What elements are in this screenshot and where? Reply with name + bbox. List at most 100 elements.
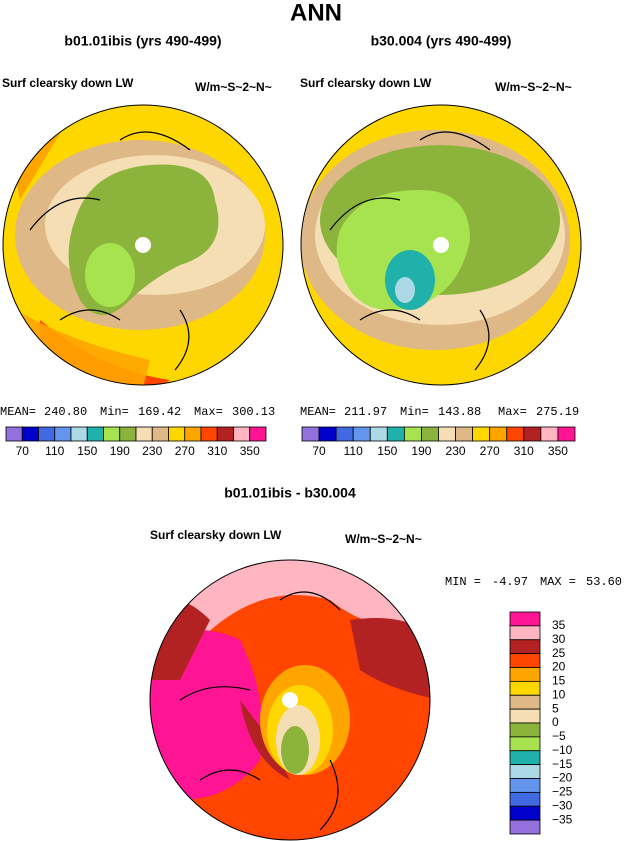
stat-value: 211.97 — [344, 405, 387, 419]
colorbar-box — [509, 764, 541, 779]
map-border — [2, 104, 284, 386]
colorbar-box — [352, 426, 371, 442]
colorbar-label: 110 — [344, 444, 363, 458]
colorbar-label: 350 — [548, 444, 568, 458]
colorbar-label: 230 — [142, 444, 162, 458]
colorbar-label: 110 — [45, 444, 64, 458]
colorbar-box — [216, 426, 234, 442]
variable-label: Surf clearsky down LW — [150, 528, 282, 542]
colorbar-box — [472, 426, 491, 442]
colorbar-box — [438, 426, 456, 442]
colorbar-box — [369, 426, 388, 442]
stat-label: Max= — [498, 405, 527, 419]
units-label: W/m~S~2~N~ — [345, 532, 422, 546]
colorbar-label: −5 — [552, 729, 566, 743]
pole — [135, 237, 151, 253]
colorbar-label: −10 — [552, 743, 573, 757]
colorbar-box — [509, 819, 541, 835]
colorbar-box — [509, 805, 541, 821]
stat-label: MEAN= — [300, 405, 336, 419]
stat-value: -4.97 — [492, 575, 528, 589]
colorbar-label: 0 — [552, 715, 559, 729]
colorbar: 70 110 150 190 230 270 310 350 — [5, 426, 267, 458]
stat-value: 300.13 — [232, 405, 275, 419]
stat-label: MAX = — [540, 575, 576, 589]
colorbar-box — [509, 680, 541, 696]
colorbar-label: 15 — [552, 674, 566, 688]
colorbar-box — [509, 750, 541, 766]
colorbar-box — [509, 694, 541, 710]
colorbar-box — [557, 426, 576, 442]
stat-value: 169.42 — [138, 405, 181, 419]
colorbar-label: 25 — [552, 646, 566, 660]
colorbar-box — [38, 426, 56, 442]
figure-title: ANN — [290, 0, 342, 26]
colorbar-box — [509, 639, 541, 655]
colorbar-box — [455, 426, 474, 442]
stat-value: 275.19 — [536, 405, 579, 419]
colorbar-label: 190 — [110, 444, 130, 458]
colorbar-label: 10 — [552, 687, 566, 701]
colorbar-label: 70 — [312, 444, 326, 458]
colorbar-box — [70, 426, 88, 442]
units-label: W/m~S~2~N~ — [495, 80, 572, 94]
pole — [282, 692, 298, 708]
colorbar-label: 20 — [552, 660, 566, 674]
variable-label: Surf clearsky down LW — [300, 76, 432, 90]
colorbar-box — [86, 426, 104, 442]
colorbar-box — [200, 426, 218, 442]
colorbar-label: −25 — [552, 785, 573, 799]
colorbar-label: −35 — [552, 812, 573, 826]
colorbar-box — [509, 736, 541, 752]
stat-label: Max= — [194, 405, 223, 419]
colorbar-box — [540, 426, 559, 442]
colorbar-box — [184, 426, 202, 442]
pole — [433, 237, 449, 253]
map — [150, 560, 430, 840]
colorbar-box — [249, 426, 267, 442]
stat-label: MIN = — [445, 575, 481, 589]
colorbar-box — [509, 778, 541, 793]
colorbar-box — [523, 426, 542, 442]
colorbar-box — [335, 426, 354, 442]
colorbar-label: −20 — [552, 771, 573, 785]
colorbar-label: 310 — [514, 444, 534, 458]
colorbar: 70 110 150 190 230 270 310 350 — [301, 426, 576, 458]
colorbar-label: 150 — [77, 444, 97, 458]
colorbar-box — [233, 426, 251, 442]
colorbar-label: −15 — [552, 757, 573, 771]
colorbar-box — [135, 426, 153, 442]
colorbar-box — [119, 426, 137, 442]
colorbar-box — [509, 653, 541, 668]
colorbar-box — [509, 611, 541, 627]
colorbar-box — [506, 426, 525, 442]
stat-label: MEAN= — [0, 405, 36, 419]
colorbar-box — [509, 625, 541, 641]
panel-title: b01.01ibis - b30.004 — [224, 485, 356, 501]
colorbar-box — [509, 791, 541, 807]
colorbar-label: 5 — [552, 701, 559, 715]
colorbar-box — [103, 426, 121, 442]
map — [301, 105, 581, 385]
colorbar-box — [509, 708, 541, 724]
colorbar-box — [509, 667, 541, 682]
units-label: W/m~S~2~N~ — [195, 80, 272, 94]
colorbar-label: −30 — [552, 798, 573, 812]
map-border — [300, 104, 582, 386]
colorbar-label: 35 — [552, 618, 566, 632]
colorbar-box — [21, 426, 39, 442]
colorbar-label: 270 — [480, 444, 500, 458]
colorbar-box — [403, 426, 422, 442]
colorbar-box — [151, 426, 169, 442]
colorbar-label: 70 — [16, 444, 30, 458]
panel-title: b01.01ibis (yrs 490-499) — [64, 33, 221, 49]
colorbar-label: 150 — [377, 444, 397, 458]
colorbar-box — [318, 426, 337, 442]
colorbar-label: 30 — [552, 632, 566, 646]
stat-value: 143.88 — [438, 405, 481, 419]
colorbar-label: 310 — [207, 444, 227, 458]
colorbar-label: 350 — [240, 444, 260, 458]
colorbar-label: 270 — [175, 444, 195, 458]
colorbar-box — [421, 426, 439, 442]
